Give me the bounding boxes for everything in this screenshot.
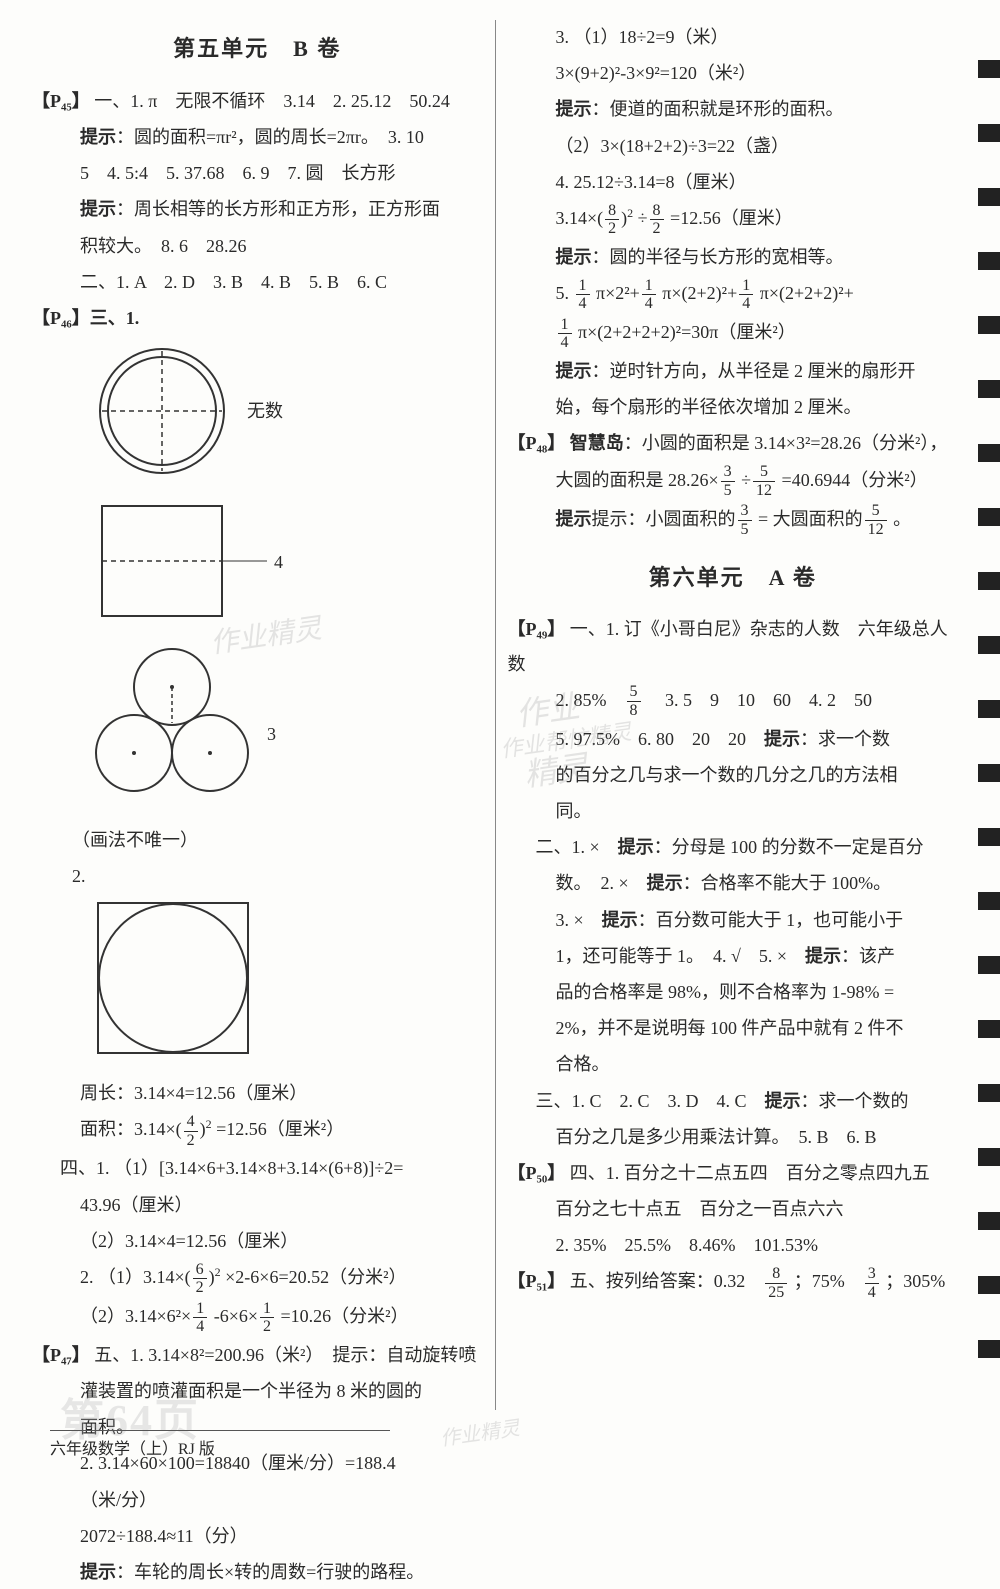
r-l9: 14 π×(2+2+2+2)²=30π（厘米²） (508, 315, 959, 352)
u6-l3: 5. 97.5% 6. 80 20 20 提示：求一个数 (508, 722, 959, 756)
r-l2: 3×(9+2)²-3×9²=120（米²） (508, 56, 959, 90)
r-l11: 始，每个扇形的半径依次增加 2 厘米。 (508, 390, 959, 424)
r-l5: 4. 25.12÷3.14=8（厘米） (508, 165, 959, 199)
diagram-inscribed (92, 899, 483, 1070)
r-l4: （2）3×(18+2+2)÷3=22（盏） (508, 129, 959, 163)
zh-l2: 大圆的面积是 28.26×35 ÷512 =40.6944（分米²） (508, 463, 959, 500)
p45-l1: 一、1. π 无限不循环 3.14 2. 25.12 50.24 (94, 91, 450, 111)
wu-l6: 2072÷188.4≈11（分） (32, 1519, 483, 1553)
p45-block: 【P₄₅】 一、1. π 无限不循环 3.14 2. 25.12 50.24 (32, 84, 483, 118)
p46-ref: 【P₄₆】三、1. (32, 301, 483, 335)
si-l1: 四、1. （1）[3.14×6+3.14×8+3.14×(6+8)]÷2= (32, 1151, 483, 1185)
si-l3: （2）3.14×4=12.56（厘米） (32, 1224, 483, 1258)
diagram-square: 4 (92, 498, 483, 639)
diagram-three-circles: 3 (92, 645, 483, 816)
mianji: 面积：3.14×(42)2 =12.56（厘米²） (32, 1112, 483, 1149)
u6-er-l7: 合格。 (508, 1047, 959, 1081)
edge-marks (978, 60, 1000, 1358)
u6-er-l2: 数。 2. × 提示：合格率不能大于 100%。 (508, 866, 959, 900)
u6-san-l1: 三、1. C 2. C 3. D 4. C 提示：求一个数的 (508, 1084, 959, 1118)
r-l10: 提示：逆时针方向，从半径是 2 厘米的扇形开 (508, 354, 959, 388)
wu-l5: （米/分） (32, 1483, 483, 1517)
label-wushu: 无数 (247, 401, 283, 421)
page-container: 第五单元 B 卷 【P₄₅】 一、1. π 无限不循环 3.14 2. 25.1… (0, 0, 1000, 1410)
label-4: 4 (274, 552, 283, 572)
u6-er-l6: 2%，并不是说明每 100 件产品中就有 2 件不 (508, 1011, 959, 1045)
p47-block: 【P₄₇】 五、1. 3.14×8²=200.96（米²） 提示：自动旋转喷 (32, 1338, 483, 1372)
u6-er-l4: 1，还可能等于 1。 4. √ 5. × 提示：该产 (508, 939, 959, 973)
u6-er-l3: 3. × 提示：百分数可能大于 1，也可能小于 (508, 903, 959, 937)
p45-l5: 积较大。 8. 6 28.26 (32, 229, 483, 263)
right-column: 3. （1）18÷2=9（米） 3×(9+2)²-3×9²=120（米²） 提示… (496, 20, 971, 1410)
unit5-title: 第五单元 B 卷 (32, 28, 483, 70)
u6-san-l2: 百分之几是多少用乘法计算。 5. B 6. B (508, 1120, 959, 1154)
u6-l5: 同。 (508, 794, 959, 828)
footer: 六年级数学（上）RJ 版 (50, 1430, 390, 1465)
footer-text: 六年级数学（上）RJ 版 (50, 1441, 215, 1458)
left-column: 第五单元 B 卷 【P₄₅】 一、1. π 无限不循环 3.14 2. 25.1… (20, 20, 496, 1410)
u6-l2: 2. 85% 58 3. 5 9 10 60 4. 2 50 (508, 683, 959, 720)
u6-er-l5: 品的合格率是 98%，则不合格率为 1-98% = (508, 975, 959, 1009)
label-2: 2. (32, 859, 483, 893)
si-l5: （2）3.14×6²×14 -6×6×12 =10.26（分米²） (32, 1299, 483, 1336)
zh-l3: 提示提示：小圆面积的35 = 大圆面积的512 。 (508, 502, 959, 539)
r-l8: 5. 14 π×2²+14 π×(2+2)²+14 π×(2+2+2)²+ (508, 276, 959, 313)
si-l4: 2. （1）3.14×(62)2 ×2-6×6=20.52（分米²） (32, 1260, 483, 1297)
p45-l2: ：圆的面积=πr²，圆的周长=2πr。 3. 10 (116, 127, 424, 147)
u6-l4: 的百分之几与求一个数的几分之几的方法相 (508, 758, 959, 792)
u6-si-l3: 2. 35% 25.5% 8.46% 101.53% (508, 1228, 959, 1262)
p51-block: 【P₅₁】 五、按列给答案：0.32 825 ；75% 34 ；305% (508, 1264, 959, 1301)
p48-block: 【P₄₈】 智慧岛：小圆的面积是 3.14×3²=28.26（分米²）， (508, 426, 959, 460)
si-l2: 43.96（厘米） (32, 1188, 483, 1222)
unit6-title: 第六单元 A 卷 (508, 557, 959, 599)
p45-ref: 【P₄₅】 (32, 91, 90, 111)
note-unique: （画法不唯一） (32, 823, 483, 857)
wu-l7: 提示：车轮的周长×转的周数=行驶的路程。 (32, 1555, 483, 1589)
p45-l4: ：周长相等的长方形和正方形，正方形面 (116, 199, 440, 219)
u6-er-l1: 二、1. × 提示：分母是 100 的分数不一定是百分 (508, 830, 959, 864)
r-l6: 3.14×(82)2 ÷82 =12.56（厘米） (508, 201, 959, 238)
p45-l6: 二、1. A 2. D 3. B 4. B 5. B 6. C (32, 265, 483, 299)
p50-block: 【P₅₀】 四、1. 百分之十二点五四 百分之零点四九五 (508, 1156, 959, 1190)
r-l7: 提示：圆的半径与长方形的宽相等。 (508, 240, 959, 274)
zhou: 周长：3.14×4=12.56（厘米） (32, 1076, 483, 1110)
r-l1: 3. （1）18÷2=9（米） (508, 20, 959, 54)
diagram-ring: 无数 (92, 341, 483, 492)
p45-l3: 5 4. 5:4 5. 37.68 6. 9 7. 圆 长方形 (32, 156, 483, 190)
p49-block: 【P₄₉】 一、1. 订《小哥白尼》杂志的人数 六年级总人数 (508, 612, 959, 680)
r-l3: 提示：便道的面积就是环形的面积。 (508, 92, 959, 126)
label-3: 3 (267, 724, 276, 744)
u6-si-l2: 百分之七十点五 百分之一百点六六 (508, 1192, 959, 1226)
